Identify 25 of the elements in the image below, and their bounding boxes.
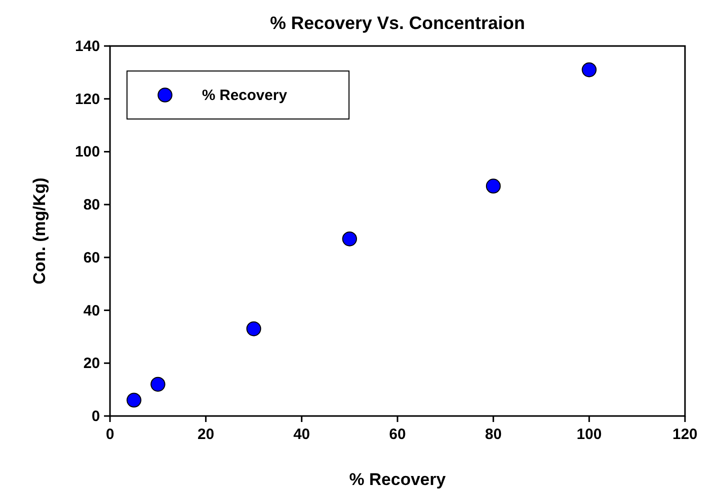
- x-tick-label: 0: [106, 426, 114, 443]
- y-tick-label: 20: [83, 355, 100, 372]
- x-tick-label: 60: [389, 426, 406, 443]
- point: [582, 62, 597, 78]
- y-tick-label: 60: [83, 249, 100, 266]
- x-axis-title: % Recovery: [349, 470, 446, 489]
- x-tick-label: 80: [484, 426, 502, 443]
- x-tick-label: 40: [293, 426, 310, 443]
- y-tick-label: 120: [74, 90, 100, 108]
- point: [486, 178, 501, 194]
- y-tick-label: 0: [92, 408, 100, 425]
- legend-label: % Recovery: [202, 87, 288, 104]
- x-tick-label: 100: [576, 426, 602, 443]
- y-tick-label: 80: [83, 196, 100, 214]
- point: [246, 321, 262, 336]
- point: [150, 376, 166, 392]
- point: [126, 392, 142, 408]
- chart-title: % Recovery Vs. Concentraion: [270, 13, 526, 33]
- point: [342, 232, 357, 246]
- y-tick-label: 100: [74, 144, 100, 161]
- x-tick-label: 120: [672, 426, 698, 443]
- y-tick-label: 140: [74, 38, 100, 55]
- y-tick-label: 40: [83, 302, 100, 320]
- y-axis-title: Con. (mg/Kg): [30, 178, 49, 284]
- x-tick-label: 20: [197, 426, 214, 443]
